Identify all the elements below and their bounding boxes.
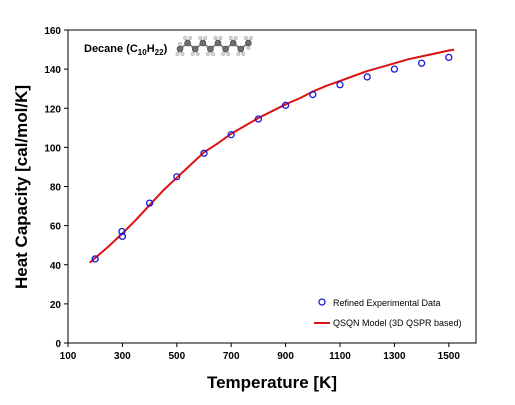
- x-tick-label: 300: [114, 351, 131, 362]
- molecule-hydrogen-atom: [183, 36, 188, 40]
- y-tick-label: 80: [50, 183, 62, 194]
- experimental-data-point: [336, 81, 344, 89]
- molecule-carbon-atom: [245, 39, 252, 47]
- molecule-carbon-atom: [222, 45, 229, 53]
- molecule-carbon-atom: [191, 45, 199, 53]
- experimental-data-point: [390, 65, 399, 73]
- molecule-carbon-atom: [184, 39, 191, 47]
- annotation-prefix: Decane (C: [84, 43, 138, 55]
- experimental-data-point: [91, 255, 99, 263]
- molecule-carbon-atom: [207, 45, 214, 53]
- model-series-layer: [89, 48, 455, 264]
- molecule-hydrogen-atom: [241, 52, 246, 56]
- molecule-hydrogen-atom: [213, 36, 218, 40]
- experimental-data-point: [281, 101, 290, 109]
- molecule-hydrogen-atom: [248, 36, 253, 40]
- plot-frame: [67, 29, 477, 344]
- experimental-data-point: [227, 131, 235, 139]
- molecule-hydrogen-atom: [221, 52, 226, 56]
- model-series-line: [89, 48, 455, 264]
- molecule-carbon-atom: [214, 39, 222, 47]
- molecule-hydrogen-atom: [178, 42, 182, 46]
- x-tick-label: 1300: [383, 351, 406, 362]
- x-tick-label: 1500: [438, 351, 461, 362]
- x-tick-label: 1100: [329, 351, 351, 362]
- annotation-sub1: 10: [138, 48, 147, 57]
- experimental-data-point: [118, 227, 126, 236]
- molecule-hydrogen-atom: [243, 36, 248, 40]
- legend-label-experimental: Refined Experimental Data: [333, 298, 441, 308]
- y-axis-title: Heat Capacity [cal/mol/K]: [12, 85, 31, 289]
- molecule-carbon-atom: [176, 45, 184, 53]
- molecule-hydrogen-atom: [175, 52, 180, 56]
- experimental-data-point: [363, 73, 371, 81]
- annotation-sub2: 22: [155, 48, 164, 57]
- legend-marker-experimental: [318, 298, 326, 306]
- experimental-data-point: [200, 149, 208, 157]
- y-tick-label: 0: [55, 339, 61, 350]
- molecule-hydrogen-atom: [228, 36, 233, 40]
- experimental-data-point: [254, 115, 263, 123]
- y-tick-label: 140: [44, 65, 61, 76]
- y-tick-label: 160: [44, 26, 61, 37]
- molecule-hydrogen-atom: [218, 36, 223, 40]
- molecule-hydrogen-atom: [233, 36, 238, 40]
- legend-label-model: QSQN Model (3D QSPR based): [333, 318, 462, 328]
- molecule-hydrogen-atom: [236, 52, 241, 56]
- molecule-hydrogen-atom: [198, 36, 203, 40]
- x-tick-label: 900: [277, 351, 294, 362]
- molecule-hydrogen-atom: [188, 36, 193, 40]
- y-tick-label: 60: [50, 222, 62, 233]
- x-axis-title: Temperature [K]: [207, 373, 337, 392]
- axis-ticks: 100 300 500 700 900 1100 1300 1500 0 20 40 60 80 100 1…: [44, 26, 460, 362]
- molecule-hydrogen-atom: [226, 52, 231, 56]
- molecule-carbon-atom: [229, 39, 237, 47]
- y-tick-label: 120: [44, 104, 61, 115]
- experimental-data-point: [145, 199, 154, 207]
- molecule-carbon-atom: [237, 45, 245, 53]
- y-tick-label: 20: [50, 300, 62, 311]
- y-tick-label: 100: [44, 143, 61, 154]
- x-tick-label: 500: [168, 351, 185, 362]
- experimental-data-point: [118, 232, 127, 241]
- x-tick-label: 700: [223, 351, 240, 362]
- experimental-series-layer: [91, 53, 453, 263]
- molecule-hydrogen-atom: [210, 52, 215, 56]
- molecule-hydrogen-atom: [195, 52, 200, 56]
- y-tick-label: 40: [50, 261, 62, 272]
- x-tick-label: 100: [60, 351, 77, 362]
- experimental-data-point: [417, 59, 426, 67]
- annotation-suffix: ): [164, 43, 168, 55]
- molecule-hydrogen-atom: [246, 46, 251, 50]
- molecule-carbon-atom: [199, 39, 207, 47]
- experimental-data-point: [173, 173, 181, 181]
- molecule-hydrogen-atom: [180, 52, 185, 56]
- experimental-data-point: [309, 90, 317, 99]
- decane-molecule-icon: [175, 36, 253, 56]
- molecule-hydrogen-atom: [190, 52, 195, 56]
- legend: Refined Experimental Data QSQN Model (3D…: [314, 298, 462, 328]
- molecule-hydrogen-atom: [203, 36, 208, 40]
- experimental-data-point: [445, 53, 453, 62]
- annotation-mid: H: [147, 43, 155, 55]
- molecule-hydrogen-atom: [205, 52, 210, 56]
- compound-annotation: Decane (C10H22): [84, 43, 168, 57]
